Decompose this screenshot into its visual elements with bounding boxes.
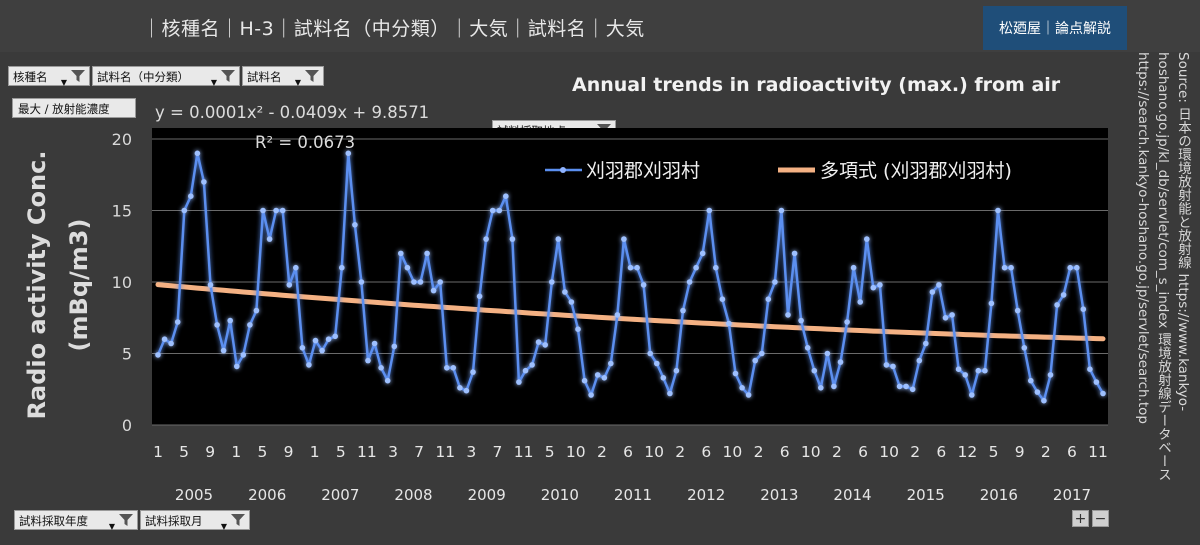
filter-nuclide-label: 核種名	[13, 70, 48, 84]
filter-sampling-year-label: 試料採取年度	[19, 514, 88, 528]
filter-sample-name-label: 試料名	[247, 70, 282, 84]
header-title: ｜核種名｜H-3｜試料名（中分類）｜大気｜試料名｜大気	[142, 18, 645, 40]
header-bar: ｜核種名｜H-3｜試料名（中分類）｜大気｜試料名｜大気 松廼屋｜論点解説	[0, 0, 1200, 52]
filter-sample-category-button[interactable]: 試料名（中分類） ▼	[92, 66, 240, 87]
dropdown-arrow-icon: ▼	[210, 78, 217, 87]
filter-funnel-icon	[231, 514, 245, 526]
filter-sampling-month-label: 試料採取月	[145, 514, 203, 528]
source-line-3: https://search.kankyo-hoshano.go.jp/serv…	[1135, 52, 1151, 424]
value-field-button[interactable]: 最大 / 放射能濃度	[12, 98, 136, 118]
filter-sampling-site-button[interactable]: 試料採取地点 ▼	[492, 120, 616, 141]
zoom-out-button[interactable]: −	[1092, 510, 1109, 527]
filter-funnel-icon	[597, 124, 611, 136]
dropdown-arrow-icon: ▼	[60, 78, 67, 87]
source-sidebar: Source: 日本の環境放射能と放射線 https://www.kankyo-…	[1128, 52, 1200, 545]
filter-sampling-site-label: 試料採取地点	[497, 124, 566, 138]
value-field-label: 最大 / 放射能濃度	[18, 102, 110, 116]
filter-funnel-icon	[119, 514, 133, 526]
zoom-in-button[interactable]: +	[1072, 510, 1089, 527]
brand-label: 松廼屋｜論点解説	[999, 21, 1111, 37]
dropdown-arrow-icon: ▼	[220, 522, 227, 531]
pivot-chart-area: 核種名 ▼ 試料名（中分類） ▼ 試料名 ▼ 最大 / 放射能濃度 試料採取地点…	[0, 52, 1128, 545]
filter-funnel-icon	[71, 70, 85, 82]
filter-sampling-month-button[interactable]: 試料採取月 ▼	[140, 510, 250, 531]
filter-funnel-icon	[221, 70, 235, 82]
filter-sampling-year-button[interactable]: 試料採取年度 ▼	[14, 510, 138, 531]
source-line-2: hoshano.go.jp/kl_db/servlet/com_s_index …	[1155, 52, 1171, 482]
dropdown-arrow-icon: ▼	[294, 78, 301, 87]
brand-badge[interactable]: 松廼屋｜論点解説	[983, 6, 1127, 50]
filter-sample-category-label: 試料名（中分類）	[97, 70, 189, 84]
source-line-1: Source: 日本の環境放射能と放射線 https://www.kankyo-	[1175, 52, 1191, 412]
dropdown-arrow-icon: ▼	[108, 522, 115, 531]
filter-funnel-icon	[305, 70, 319, 82]
filter-sample-name-button[interactable]: 試料名 ▼	[242, 66, 324, 87]
dropdown-arrow-icon: ▼	[586, 132, 593, 141]
filter-nuclide-button[interactable]: 核種名 ▼	[8, 66, 90, 87]
